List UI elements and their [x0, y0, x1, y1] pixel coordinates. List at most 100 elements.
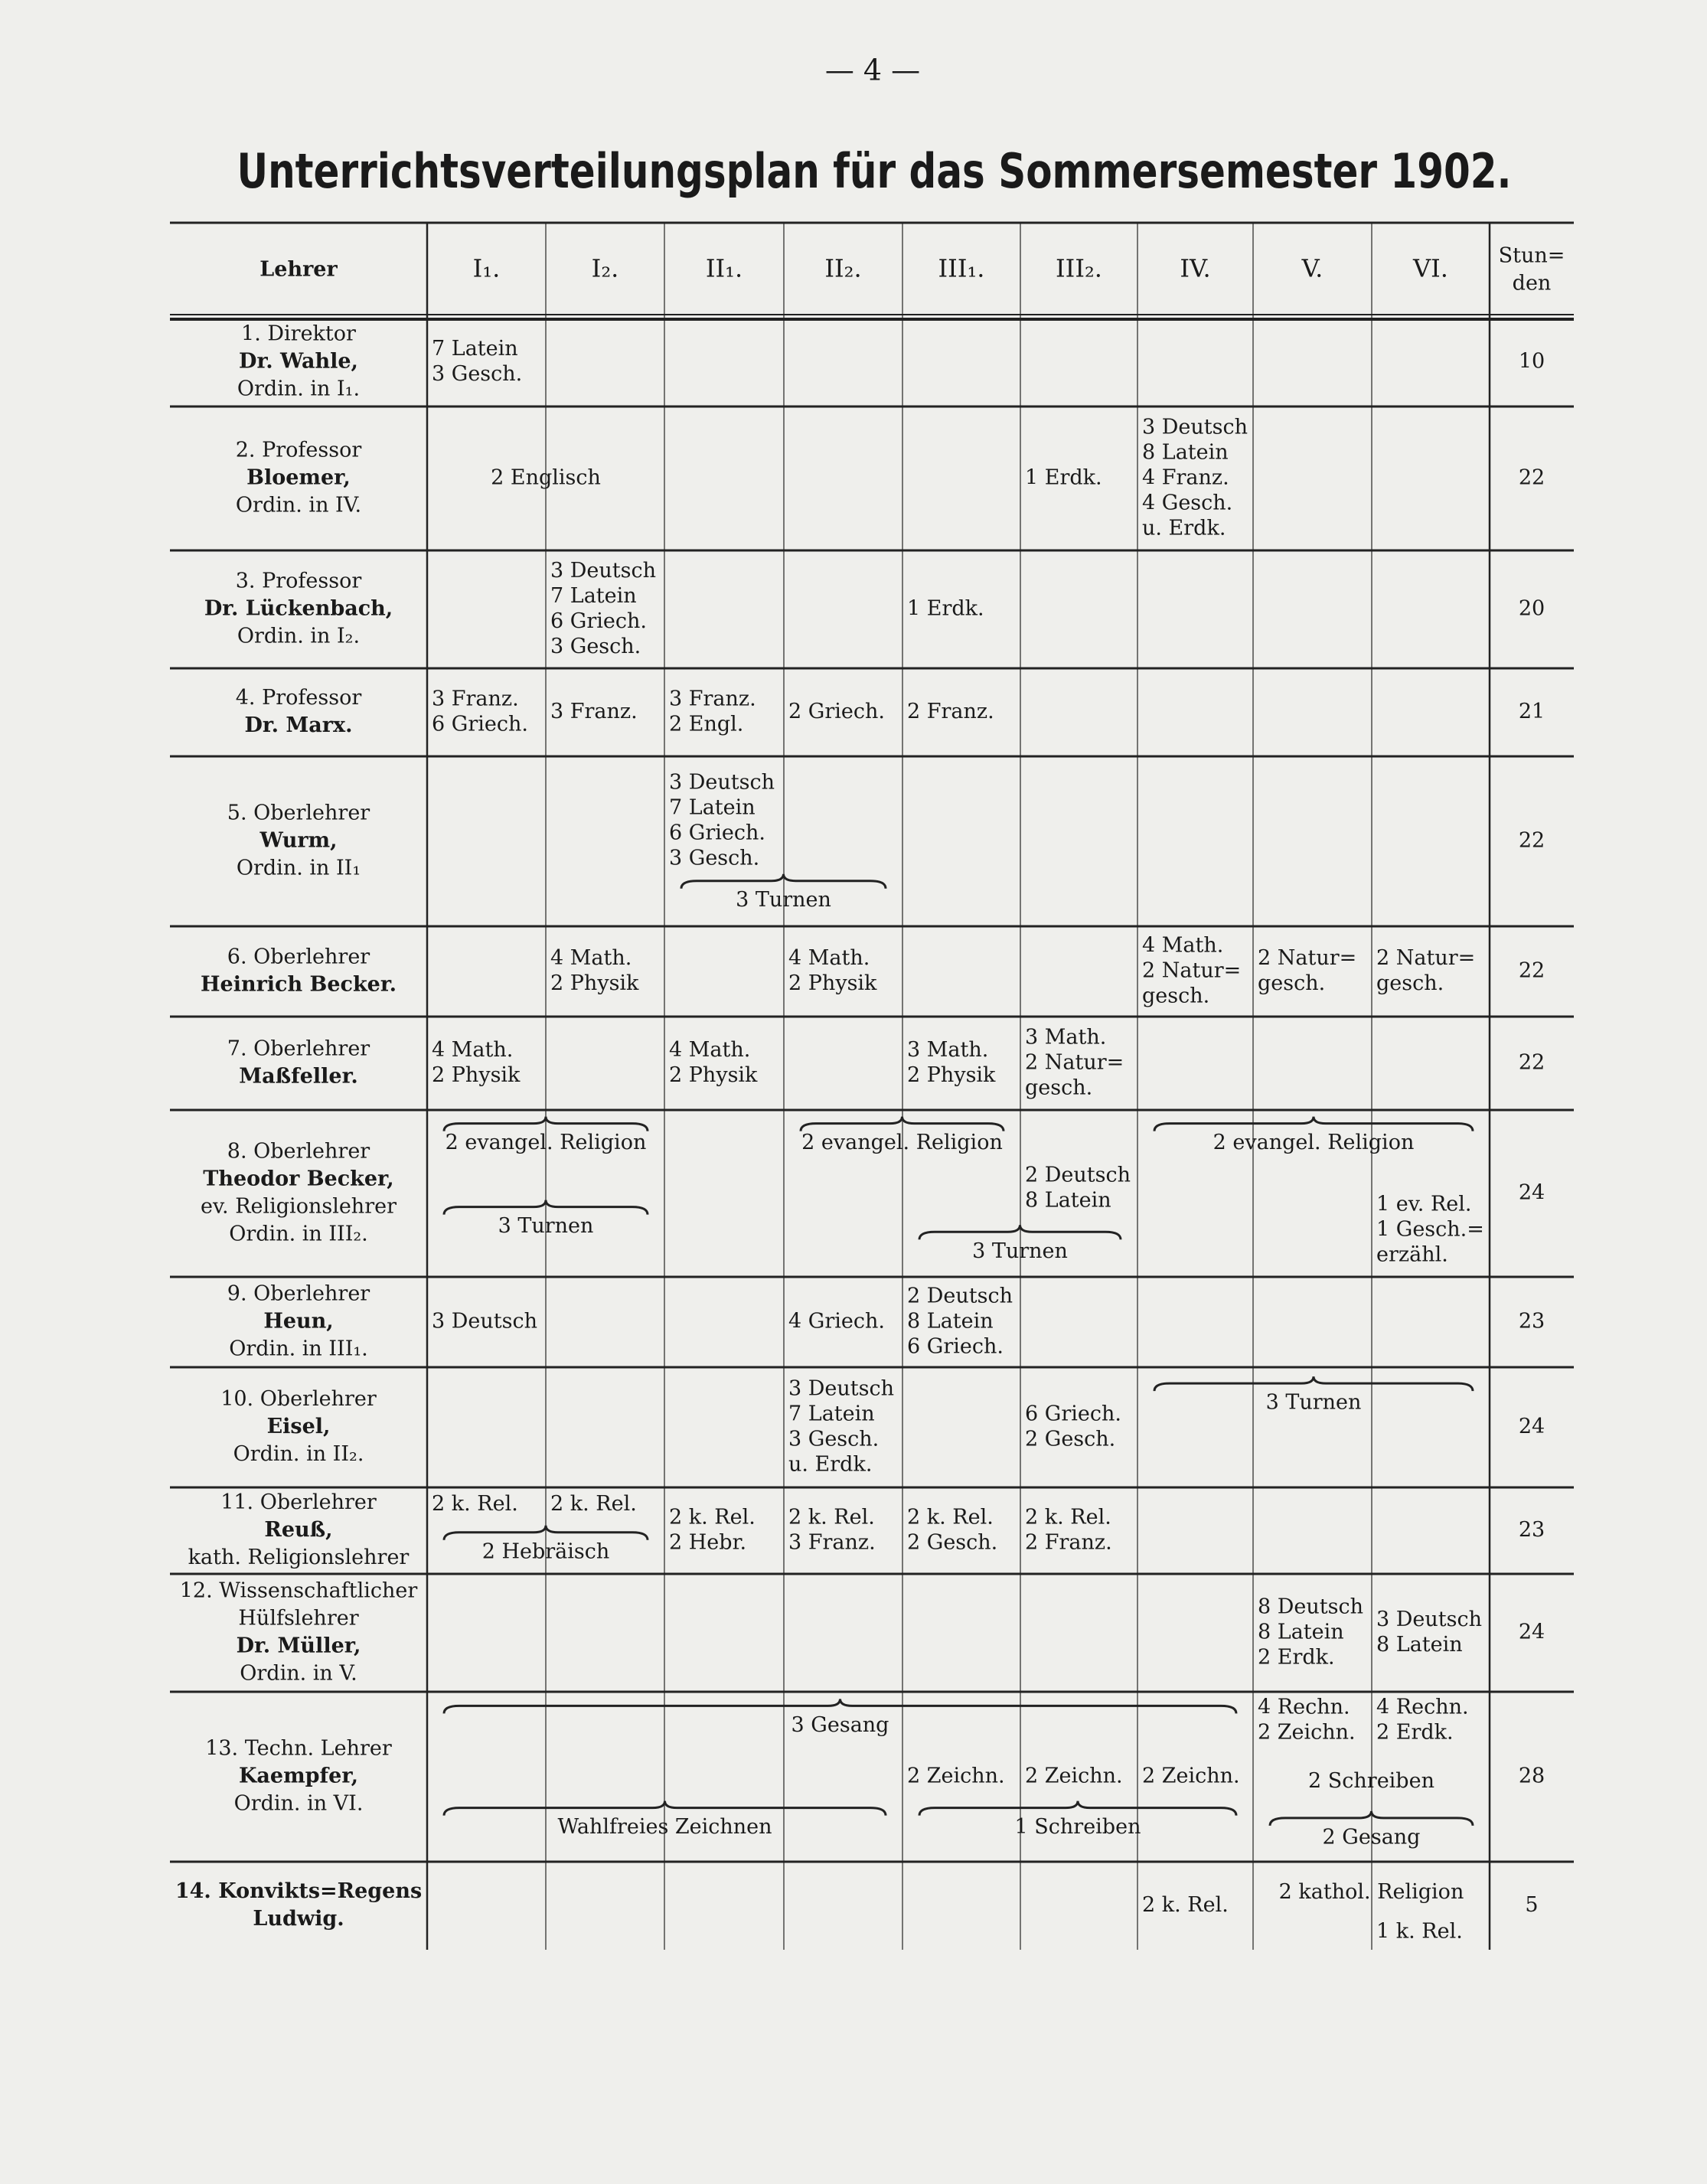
cell-text: 3 Gesch.: [669, 846, 759, 870]
hours: 22: [1519, 1051, 1545, 1075]
cell-text: 3 Gesang: [791, 1713, 889, 1737]
cell-text: 3 Gesch.: [432, 362, 522, 386]
cell-text: 2 Zeichn.: [907, 1765, 1005, 1788]
column-header: III₂.: [1056, 254, 1102, 283]
cell-text: 2 k. Rel.: [907, 1506, 994, 1529]
teacher-line: Dr. Lückenbach,: [204, 597, 393, 621]
cell-text: 2 Natur=: [1376, 946, 1475, 970]
cell-text: 7 Latein: [669, 795, 756, 819]
teacher-line: Bloemer,: [246, 466, 351, 490]
brace: [442, 1116, 649, 1131]
teacher-line: Ludwig.: [253, 1907, 344, 1931]
hours: 21: [1519, 700, 1545, 723]
brace: [442, 1699, 1238, 1714]
column-header: V.: [1301, 254, 1323, 283]
cell-text: 6 Griech.: [1025, 1402, 1121, 1426]
cell-text: 3 Franz.: [432, 687, 519, 711]
cell-text: gesch.: [1025, 1076, 1092, 1100]
hours: 22: [1519, 829, 1545, 853]
hours: 23: [1519, 1310, 1545, 1334]
cell-text: 3 Deutsch: [669, 770, 775, 794]
teacher-line: 1. Direktor: [241, 322, 356, 346]
teacher-line: 10. Oberlehrer: [220, 1387, 377, 1411]
cell-text: 7 Latein: [788, 1402, 875, 1426]
cell-text: 3 Franz.: [788, 1531, 876, 1555]
cell-text: 2 Natur=: [1025, 1051, 1124, 1075]
teacher-line: Ordin. in I₁.: [237, 377, 360, 401]
cell-text: 7 Latein: [550, 584, 637, 608]
cell-text: 3 Turnen: [736, 888, 831, 912]
cell-text: 6 Griech.: [550, 609, 647, 633]
cell-text: 4 Griech.: [788, 1310, 885, 1334]
cell-text: 6 Griech.: [432, 713, 528, 736]
cell-text: 3 Franz.: [550, 700, 638, 723]
teacher-line: kath. Religionslehrer: [188, 1546, 410, 1569]
brace: [680, 873, 887, 889]
cell-text: 3 Deutsch: [1142, 416, 1248, 439]
hours: 22: [1519, 466, 1545, 490]
cell-text: 7 Latein: [432, 337, 518, 361]
teacher-line: Maßfeller.: [239, 1065, 358, 1089]
hours: 10: [1519, 350, 1545, 374]
cell-text: 2 Natur=: [1142, 959, 1241, 983]
cell-text: Wahlfreies Zeichnen: [557, 1815, 772, 1839]
cell-text: 3 Math.: [907, 1038, 988, 1062]
page-title: Unterrichtsverteilungsplan für das Somme…: [237, 143, 1512, 199]
cell-text: 2 Schreiben: [1308, 1769, 1434, 1793]
cell-text: 2 Hebräisch: [482, 1539, 610, 1563]
cell-text: 2 Gesch.: [1025, 1428, 1115, 1451]
teacher-line: 4. Professor: [236, 686, 362, 710]
cell-text: 4 Math.: [788, 946, 870, 970]
cell-text: 8 Latein: [1258, 1621, 1344, 1644]
brace: [918, 1225, 1122, 1240]
brace: [1153, 1376, 1474, 1392]
teacher-line: Reuß,: [264, 1518, 332, 1542]
column-header: II₂.: [824, 254, 861, 283]
cell-text: 1 Schreiben: [1015, 1815, 1141, 1839]
hours: 23: [1519, 1518, 1545, 1542]
cell-text: 4 Math.: [432, 1038, 513, 1062]
cell-text: 2 Zeichn.: [1142, 1765, 1240, 1788]
cell-text: 2 Physik: [907, 1063, 996, 1087]
teacher-line: Dr. Müller,: [237, 1634, 361, 1658]
cell-text: 4 Math.: [669, 1038, 750, 1062]
cell-text: 2 Deutsch: [907, 1285, 1013, 1308]
teacher-line: Ordin. in III₂.: [229, 1223, 368, 1246]
cell-text: 2 Griech.: [788, 700, 885, 723]
cell-text: 3 Gesch.: [550, 635, 641, 658]
hours: 24: [1519, 1621, 1545, 1644]
teacher-line: Ordin. in VI.: [234, 1792, 364, 1816]
cell-text: 1 Erdk.: [907, 597, 984, 621]
brace: [442, 1800, 887, 1816]
teacher-line: 5. Oberlehrer: [227, 801, 370, 825]
cell-text: 3 Turnen: [498, 1214, 594, 1238]
cell-text: 1 Erdk.: [1025, 466, 1102, 490]
cell-text: 2 kathol. Religion: [1279, 1880, 1464, 1904]
cell-text: 3 Turnen: [972, 1239, 1068, 1263]
hours: 24: [1519, 1181, 1545, 1205]
cell-text: 1 Gesch.=: [1376, 1217, 1484, 1241]
hours: 28: [1519, 1765, 1545, 1788]
teacher-line: Hülfslehrer: [238, 1607, 358, 1631]
teacher-line: Ordin. in II₂.: [233, 1442, 364, 1466]
page-number: — 4 —: [825, 54, 920, 87]
teacher-line: 13. Techn. Lehrer: [205, 1737, 392, 1761]
cell-text: u. Erdk.: [1142, 517, 1226, 540]
cell-text: 2 Physik: [432, 1063, 521, 1087]
cell-text: 3 Deutsch: [788, 1377, 894, 1401]
cell-text: 6 Griech.: [907, 1335, 1004, 1359]
cell-text: 3 Franz.: [669, 687, 756, 711]
teacher-line: 9. Oberlehrer: [227, 1282, 370, 1306]
cell-text: 2 Zeichn.: [1258, 1721, 1356, 1745]
column-header: Stun=: [1499, 244, 1565, 268]
cell-text: 2 Englisch: [491, 466, 601, 490]
cell-text: 2 k. Rel.: [550, 1492, 637, 1516]
cell-text: 2 Engl.: [669, 713, 743, 736]
cell-text: 8 Deutsch: [1258, 1595, 1363, 1619]
brace: [1268, 1810, 1474, 1827]
cell-text: 3 Deutsch: [432, 1310, 537, 1334]
cell-text: 4 Rechn.: [1376, 1696, 1469, 1719]
teacher-line: 8. Oberlehrer: [227, 1140, 370, 1164]
teacher-line: Eisel,: [267, 1415, 331, 1438]
cell-text: 2 evangel. Religion: [446, 1131, 647, 1154]
